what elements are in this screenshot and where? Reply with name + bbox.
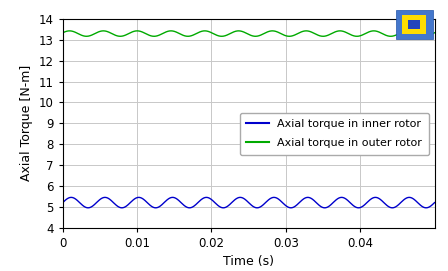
Y-axis label: Axial Torque [N-m]: Axial Torque [N-m] [20, 65, 33, 181]
Legend: Axial torque in inner rotor, Axial torque in outer rotor: Axial torque in inner rotor, Axial torqu… [240, 113, 429, 155]
X-axis label: Time (s): Time (s) [223, 255, 274, 268]
Bar [409, 20, 421, 29]
Bar [402, 15, 426, 34]
